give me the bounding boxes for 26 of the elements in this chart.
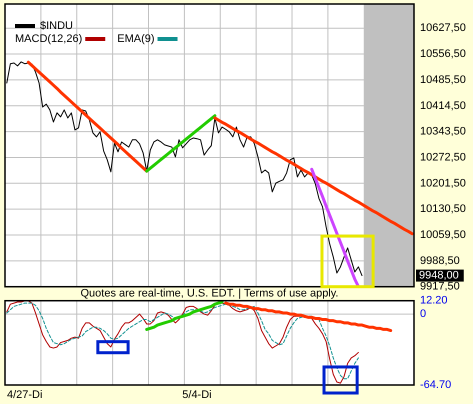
y-tick-label: 10343,50 <box>420 126 466 138</box>
y-tick-label: 10059,50 <box>420 229 466 241</box>
line-series <box>224 302 392 332</box>
line-series <box>26 60 148 173</box>
y-tick-label: 10130,50 <box>420 203 466 216</box>
y-tick-label: 0 <box>420 308 426 320</box>
text: 9948,00 <box>419 270 459 282</box>
y-tick-label: 10627,50 <box>420 22 466 34</box>
x-tick-label: 4/27-Di <box>7 389 42 401</box>
y-tick-label: 10485,50 <box>420 74 466 86</box>
line-series <box>145 300 224 331</box>
text: Quotes are real-time, U.S. EDT. | Terms of use apply. <box>80 288 338 300</box>
x-tick-label: 5/4-Di <box>182 389 212 401</box>
legend-label: EMA(9) <box>117 33 155 45</box>
y-tick-label: 10201,50 <box>420 177 466 190</box>
line-series <box>213 116 414 236</box>
line-series <box>145 114 216 173</box>
y-tick-label: 12.20 <box>420 294 448 307</box>
y-tick-label: 10556,50 <box>420 48 466 60</box>
legend-label: MACD(12,26) <box>15 33 82 45</box>
y-tick-label: 10272,50 <box>420 151 466 164</box>
y-tick-label: 10414,50 <box>420 100 466 112</box>
y-tick-label: 9988,50 <box>420 254 460 267</box>
y-tick-label: -64.70 <box>420 379 452 391</box>
y-tick-label: 9917,50 <box>420 280 460 293</box>
legend-label: $INDU <box>40 20 74 32</box>
